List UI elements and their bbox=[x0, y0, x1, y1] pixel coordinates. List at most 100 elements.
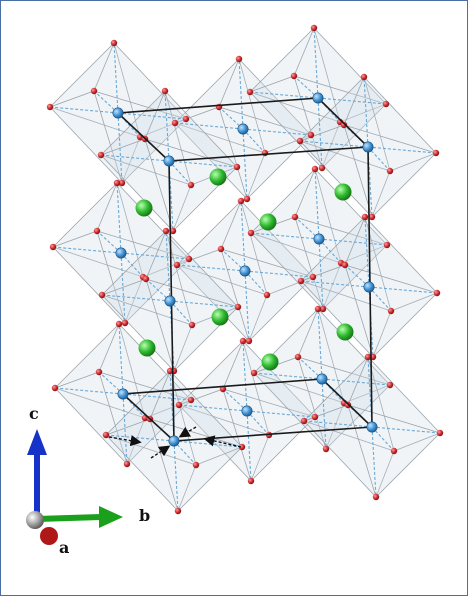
octahedral-center-atom bbox=[362, 141, 374, 153]
metal-oxygen-bond bbox=[118, 323, 124, 395]
apex-oxygen-atom bbox=[245, 337, 253, 345]
apex-oxygen-atom bbox=[432, 149, 440, 157]
metal-oxygen-bond bbox=[52, 246, 122, 254]
octahedral-center-atom bbox=[115, 247, 127, 259]
apex-oxygen-atom bbox=[98, 291, 106, 299]
metal-oxygen-bond bbox=[244, 270, 250, 342]
octahedron-face bbox=[174, 106, 248, 200]
apex-oxygen-atom bbox=[386, 381, 394, 389]
metal-oxygen-bond bbox=[100, 154, 170, 162]
apex-oxygen-atom bbox=[102, 431, 110, 439]
interstitial-atom bbox=[209, 168, 227, 186]
apex-oxygen-atom bbox=[115, 320, 123, 328]
metal-oxygen-bond bbox=[117, 112, 187, 120]
metal-oxygen-bond bbox=[317, 97, 323, 169]
apex-oxygen-atom bbox=[390, 447, 398, 455]
apex-oxygen-atom bbox=[322, 445, 330, 453]
metal-oxygen-bond bbox=[244, 270, 314, 278]
apex-oxygen-atom bbox=[187, 181, 195, 189]
apex-oxygen-atom bbox=[171, 119, 179, 127]
apex-oxygen-atom bbox=[297, 277, 305, 285]
apex-oxygen-atom bbox=[360, 73, 368, 81]
metal-oxygen-bond bbox=[165, 230, 171, 302]
metal-oxygen-bond bbox=[101, 294, 171, 302]
unit-cell-edge bbox=[117, 97, 319, 114]
b-axis-arrowhead bbox=[99, 506, 123, 528]
octahedral-center-atom bbox=[168, 435, 180, 447]
apex-oxygen-atom bbox=[311, 165, 319, 173]
octahedral-center-atom bbox=[237, 123, 249, 135]
apex-oxygen-atom bbox=[110, 39, 118, 47]
metal-oxygen-bond bbox=[164, 90, 170, 162]
apex-oxygen-atom bbox=[319, 305, 327, 313]
displacement-arrow bbox=[203, 435, 242, 448]
octahedron-face bbox=[300, 264, 374, 358]
metal-oxygen-bond bbox=[317, 308, 323, 380]
octahedral-center-atom bbox=[239, 265, 251, 277]
apex-oxygen-atom bbox=[237, 197, 245, 205]
unit-cell-edge bbox=[168, 146, 369, 162]
metal-oxygen-bond bbox=[313, 27, 319, 99]
unit-cell-edge bbox=[122, 393, 175, 442]
apex-oxygen-atom bbox=[238, 443, 246, 451]
displacement-arrow bbox=[108, 435, 142, 447]
apex-oxygen-atom bbox=[118, 179, 126, 187]
octahedral-center-atom bbox=[241, 405, 253, 417]
unit-cell-edge bbox=[122, 378, 323, 395]
metal-oxygen-bond bbox=[105, 434, 175, 442]
unit-cell-edge bbox=[117, 112, 170, 162]
apex-oxygen-atom bbox=[307, 131, 315, 139]
metal-oxygen-bond bbox=[49, 106, 119, 114]
metal-oxygen-bond bbox=[242, 340, 248, 412]
metal-oxygen-bond bbox=[246, 410, 252, 482]
apex-oxygen-atom bbox=[243, 195, 251, 203]
metal-oxygen-bond bbox=[169, 300, 239, 308]
b-axis-arrow bbox=[36, 514, 102, 522]
apex-oxygen-atom bbox=[192, 461, 200, 469]
apex-oxygen-atom bbox=[182, 115, 190, 123]
apex-oxygen-atom bbox=[49, 243, 57, 251]
apex-oxygen-atom bbox=[247, 229, 255, 237]
octahedron-face bbox=[299, 124, 373, 218]
apex-oxygen-atom bbox=[372, 493, 380, 501]
apex-oxygen-atom bbox=[310, 24, 318, 32]
metal-oxygen-bond bbox=[242, 128, 248, 200]
metal-oxygen-bond bbox=[321, 378, 391, 386]
metal-oxygen-bond bbox=[120, 252, 126, 324]
octahedron-face bbox=[49, 90, 123, 184]
apex-oxygen-atom bbox=[46, 103, 54, 111]
octahedral-center-atom bbox=[112, 107, 124, 119]
apex-oxygen-atom bbox=[97, 151, 105, 159]
apex-oxygen-atom bbox=[291, 213, 299, 221]
octahedron-face bbox=[100, 138, 174, 232]
apex-oxygen-atom bbox=[433, 289, 441, 297]
apex-oxygen-atom bbox=[235, 55, 243, 63]
apex-oxygen-atom bbox=[123, 460, 131, 468]
metal-oxygen-bond bbox=[371, 426, 377, 498]
apex-oxygen-atom bbox=[219, 385, 227, 393]
metal-oxygen-bond bbox=[122, 393, 128, 465]
metal-oxygen-bond bbox=[321, 378, 327, 450]
apex-oxygen-atom bbox=[250, 369, 258, 377]
metal-oxygen-bond bbox=[113, 42, 119, 114]
apex-oxygen-atom bbox=[341, 261, 349, 269]
apex-oxygen-atom bbox=[51, 384, 59, 392]
apex-oxygen-atom bbox=[95, 368, 103, 376]
apex-oxygen-atom bbox=[247, 477, 255, 485]
octahedron bbox=[253, 308, 392, 450]
unit-cell-edge bbox=[317, 97, 369, 148]
displacement-arrows bbox=[108, 426, 242, 459]
apex-oxygen-atom bbox=[290, 72, 298, 80]
interstitial-atom bbox=[336, 323, 354, 341]
a-axis-arrowhead bbox=[40, 527, 58, 545]
metal-oxygen-bond bbox=[54, 387, 124, 395]
metal-oxygen-bond bbox=[371, 426, 441, 434]
metal-oxygen-bond bbox=[168, 160, 238, 168]
apex-oxygen-atom bbox=[318, 164, 326, 172]
octahedron-face bbox=[54, 371, 128, 465]
interstitial-atom bbox=[135, 199, 153, 217]
apex-oxygen-atom bbox=[121, 319, 129, 327]
metal-oxygen-bond bbox=[174, 122, 244, 130]
apex-oxygen-atom bbox=[239, 337, 247, 345]
unit-cell-edge bbox=[321, 378, 373, 428]
